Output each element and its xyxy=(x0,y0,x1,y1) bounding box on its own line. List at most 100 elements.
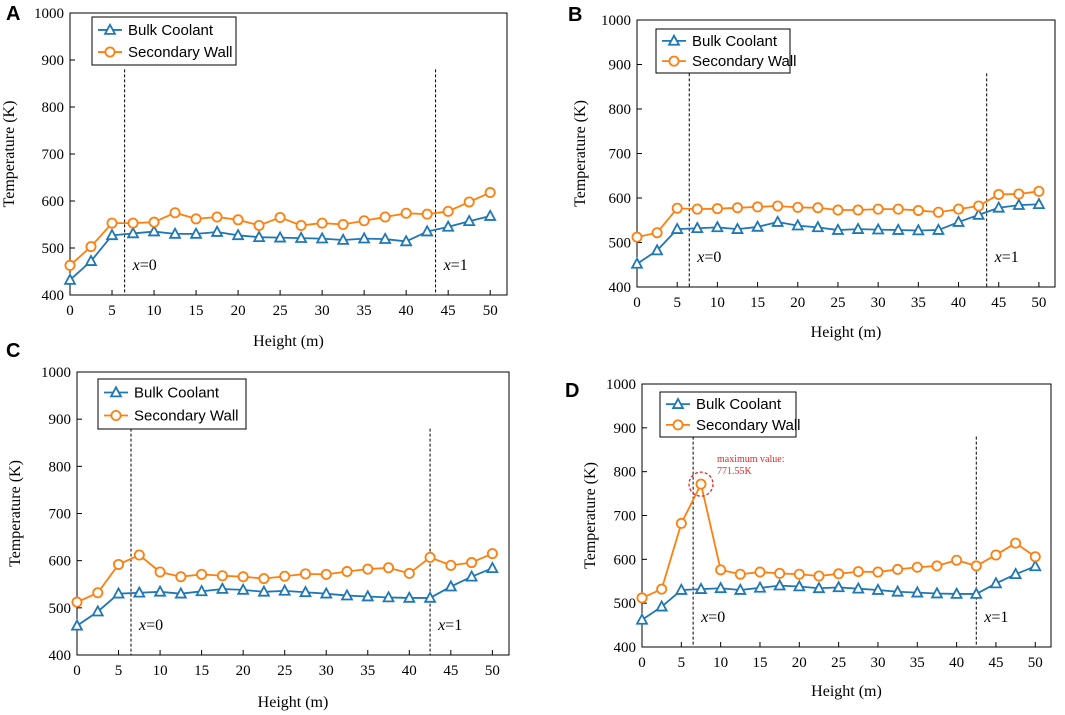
data-point-bulk-coolant xyxy=(911,223,925,236)
legend-box xyxy=(655,28,791,74)
x-tick-label: 15 xyxy=(189,303,204,319)
data-point-secondary-wall xyxy=(793,568,805,580)
data-point-bulk-coolant xyxy=(972,207,986,220)
data-point-bulk-coolant xyxy=(969,586,983,599)
legend-label-bulk-coolant: Bulk Coolant xyxy=(696,396,782,413)
data-point-bulk-coolant xyxy=(1032,197,1046,210)
data-point-secondary-wall xyxy=(337,218,349,230)
data-point-secondary-wall xyxy=(970,560,982,572)
x-tick-label: 50 xyxy=(1031,295,1046,311)
y-tick-label: 900 xyxy=(609,58,632,74)
series-bulk-coolant xyxy=(63,208,497,285)
data-point-secondary-wall xyxy=(993,188,1005,200)
legend: Bulk Coolant Secondary Wall xyxy=(97,378,247,430)
data-point-bulk-coolant xyxy=(63,272,77,285)
x-tick-label: 10 xyxy=(147,303,162,319)
x-tick-label: 45 xyxy=(988,655,1003,671)
boundary-label-x0: x=0 xyxy=(696,249,721,266)
x-tick-label: 25 xyxy=(273,303,288,319)
x-tick-label: 40 xyxy=(949,655,964,671)
legend-label-secondary-wall: Secondary Wall xyxy=(692,53,797,70)
y-axis-title: Temperature (K) xyxy=(1,101,18,208)
data-point-secondary-wall xyxy=(636,592,648,604)
data-point-bulk-coolant xyxy=(126,226,140,239)
data-point-secondary-wall xyxy=(92,587,104,599)
boundary-label-x0: x=0 xyxy=(700,609,725,626)
x-tick-label: 30 xyxy=(870,655,885,671)
data-point-bulk-coolant xyxy=(315,231,329,244)
data-point-bulk-coolant xyxy=(294,231,308,243)
data-point-secondary-wall xyxy=(106,217,118,229)
y-tick-label: 700 xyxy=(49,507,72,523)
data-point-secondary-wall xyxy=(872,203,884,215)
legend-label-secondary-wall: Secondary Wall xyxy=(696,417,801,434)
data-point-bulk-coolant xyxy=(753,580,767,593)
x-tick-label: 15 xyxy=(194,663,209,679)
data-point-bulk-coolant xyxy=(694,582,708,594)
data-point-bulk-coolant xyxy=(174,586,188,599)
y-tick-label: 600 xyxy=(42,194,65,210)
data-point-secondary-wall xyxy=(675,517,687,529)
data-point-secondary-wall xyxy=(169,207,181,219)
data-point-secondary-wall xyxy=(656,583,668,595)
x-tick-label: 20 xyxy=(790,295,805,311)
x-tick-label: 20 xyxy=(792,655,807,671)
legend: Bulk Coolant Secondary Wall xyxy=(91,16,237,66)
data-point-secondary-wall xyxy=(833,568,845,580)
y-tick-label: 800 xyxy=(609,102,632,118)
data-point-bulk-coolant xyxy=(851,222,865,234)
data-point-secondary-wall xyxy=(253,219,265,231)
data-point-secondary-wall xyxy=(484,187,496,199)
data-point-secondary-wall xyxy=(232,214,244,226)
data-point-bulk-coolant xyxy=(336,232,350,245)
data-point-secondary-wall xyxy=(341,566,353,578)
x-tick-label: 35 xyxy=(357,303,372,319)
data-point-secondary-wall xyxy=(466,557,478,569)
data-point-bulk-coolant xyxy=(650,243,664,256)
data-point-secondary-wall xyxy=(424,551,436,563)
data-point-bulk-coolant xyxy=(931,222,945,235)
data-point-bulk-coolant xyxy=(952,214,965,227)
data-point-bulk-coolant xyxy=(690,221,704,234)
data-point-bulk-coolant xyxy=(791,218,805,231)
data-point-bulk-coolant xyxy=(189,226,203,239)
legend: Bulk Coolant Secondary Wall xyxy=(655,28,797,74)
data-point-secondary-wall xyxy=(320,568,332,580)
data-point-secondary-wall xyxy=(731,202,743,214)
data-point-secondary-wall xyxy=(190,213,202,225)
legend-marker-secondary-wall xyxy=(110,409,122,421)
y-tick-label: 600 xyxy=(614,552,637,568)
data-point-secondary-wall xyxy=(812,202,824,214)
x-tick-label: 5 xyxy=(115,663,123,679)
x-tick-label: 0 xyxy=(638,655,646,671)
data-point-bulk-coolant xyxy=(273,230,287,243)
max-value-highlight xyxy=(688,471,714,497)
data-point-secondary-wall xyxy=(734,568,746,580)
data-point-bulk-coolant xyxy=(168,226,182,239)
x-tick-label: 40 xyxy=(951,295,966,311)
x-tick-label: 30 xyxy=(871,295,886,311)
data-point-secondary-wall xyxy=(258,573,270,585)
legend-label-bulk-coolant: Bulk Coolant xyxy=(692,33,778,50)
x-tick-label: 50 xyxy=(1028,655,1043,671)
data-point-bulk-coolant xyxy=(811,220,825,233)
x-tick-label: 30 xyxy=(319,663,334,679)
data-point-secondary-wall xyxy=(463,196,475,208)
data-point-secondary-wall xyxy=(973,200,985,212)
chart-panel-d: D 400 500 600 700 800 900 1000 0 5 10 15 20 25 30 35 40 4… xyxy=(565,377,1052,700)
data-point-secondary-wall xyxy=(1013,188,1025,200)
y-tick-label: 600 xyxy=(49,554,72,570)
data-point-bulk-coolant xyxy=(195,584,209,597)
panel-label: B xyxy=(568,4,582,26)
boundary-label-x1: x=1 xyxy=(437,617,462,634)
chart-panel-c: C 400 500 600 700 800 900 1000 0 5 10 15 20 25 30 35 40 4… xyxy=(6,340,510,711)
data-point-secondary-wall xyxy=(832,204,844,216)
series-bulk-coolant xyxy=(70,561,499,631)
y-tick-label: 500 xyxy=(609,236,632,252)
x-tick-label: 25 xyxy=(831,655,846,671)
x-tick-label: 45 xyxy=(443,663,458,679)
data-point-secondary-wall xyxy=(383,562,395,574)
x-tick-label: 15 xyxy=(750,295,765,311)
data-point-bulk-coolant xyxy=(483,208,497,221)
series-bulk-coolant xyxy=(630,197,1046,269)
